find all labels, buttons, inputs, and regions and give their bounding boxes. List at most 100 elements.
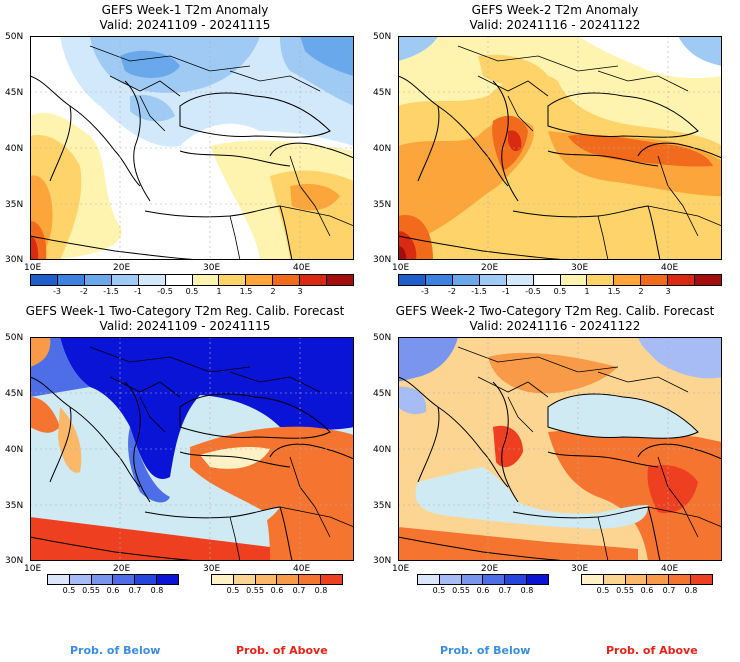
warm-anomaly-region	[508, 130, 522, 152]
prob-below-caption: Prob. of Below	[440, 644, 531, 657]
colorbar-swatch	[255, 575, 278, 584]
week1-anomaly-map	[30, 36, 354, 260]
cold-anomaly-region	[398, 36, 438, 61]
prob-above-colorbar	[581, 574, 713, 585]
colorbar-label: 0.5	[226, 586, 240, 595]
colorbar-swatch	[483, 575, 506, 584]
prob-above-colorbar-labels: 0.5 0.55 0.6 0.7 0.8	[211, 586, 343, 596]
panel-valid-dates: Valid: 20241109 - 20241115	[99, 319, 271, 333]
warm-anomaly-region	[398, 73, 722, 260]
colorbar-label: -3	[421, 287, 429, 296]
lat-tick-label: 45N	[373, 389, 392, 399]
colorbar-label: 0.8	[684, 586, 698, 595]
above-normal-region	[548, 429, 722, 561]
map-frame	[398, 36, 722, 260]
lon-tick-label: 30E	[571, 564, 589, 574]
colorbar-label: 0.5	[185, 287, 199, 296]
lon-tick-label: 40E	[661, 564, 679, 574]
lat-tick-label: 40N	[373, 445, 392, 455]
colorbar-label: 0.7	[292, 586, 306, 595]
lat-tick-label: 30N	[373, 556, 392, 566]
colorbar-swatch	[57, 275, 85, 285]
colorbar-swatch	[506, 275, 534, 285]
lon-tick-label: 10E	[24, 263, 42, 273]
panel-valid-dates: Valid: 20241116 - 20241122	[469, 319, 641, 333]
colorbar-swatch	[246, 275, 274, 285]
colorbar-label: 0.6	[640, 586, 654, 595]
colorbar-label: 0.5	[596, 586, 610, 595]
week2-probability-map	[398, 337, 722, 561]
above-normal-region	[30, 337, 51, 367]
lat-tick-label: 45N	[5, 88, 24, 98]
prob-above-colorbar	[211, 574, 343, 585]
colorbar-label: 1	[584, 287, 590, 296]
colorbar-swatch	[418, 575, 440, 584]
sea-overlay	[415, 467, 648, 529]
graticule	[398, 36, 722, 260]
colorbar-label: 0.8	[520, 586, 534, 595]
colorbar-label: -1.5	[103, 287, 119, 296]
lon-tick-label: 30E	[203, 263, 221, 273]
colorbar-swatch	[157, 575, 178, 584]
colorbar-label: 1	[216, 287, 222, 296]
lon-tick-label: 10E	[24, 564, 42, 574]
colorbar-label: -0.5	[157, 287, 173, 296]
prob-below-colorbar-labels: 0.5 0.55 0.6 0.7 0.8	[417, 586, 549, 596]
warm-anomaly-region	[30, 236, 39, 260]
lon-tick-label: 20E	[481, 263, 499, 273]
colorbar-swatch	[452, 275, 480, 285]
colorbar-label: 3	[297, 287, 303, 296]
anomaly-colorbar-labels: -3 -2 -1.5 -1 -0.5 0.5 1 1.5 2 3	[30, 287, 354, 297]
colorbar-swatch	[691, 575, 712, 584]
colorbar-swatch	[84, 275, 112, 285]
colorbar-swatch	[113, 575, 136, 584]
above-normal-region	[488, 352, 618, 394]
warm-anomaly-region	[290, 184, 340, 211]
colorbar-swatch	[277, 575, 300, 584]
colorbar-swatch	[233, 575, 256, 584]
below-normal-region	[60, 337, 354, 479]
cold-anomaly-region	[120, 50, 180, 78]
above-normal-region	[58, 407, 82, 473]
colorbar-label: 0.8	[150, 586, 164, 595]
colorbar-swatch	[165, 275, 193, 285]
graticule	[398, 337, 722, 561]
coastlines	[30, 376, 354, 561]
colorbar-swatch	[48, 575, 70, 584]
colorbar-swatch	[587, 275, 615, 285]
lat-tick-label: 45N	[373, 88, 392, 98]
colorbar-swatch	[321, 575, 342, 584]
colorbar-swatch	[425, 275, 453, 285]
prob-above-colorbar-labels: 0.5 0.55 0.6 0.7 0.8	[581, 586, 713, 596]
anomaly-colorbar	[398, 274, 722, 286]
lat-tick-label: 50N	[373, 32, 392, 42]
colorbar-swatch	[299, 575, 322, 584]
colorbar-swatch	[668, 275, 696, 285]
above-normal-region	[647, 465, 698, 514]
colorbar-swatch	[399, 275, 426, 285]
panel-title-line1: GEFS Week-2 T2m Anomaly	[471, 3, 639, 17]
week1-probability-map	[30, 337, 354, 561]
lon-tick-label: 40E	[661, 263, 679, 273]
prob-below-colorbar-labels: 0.5 0.55 0.6 0.7 0.8	[47, 586, 179, 596]
colorbar-label: 0.5	[432, 586, 446, 595]
colorbar-swatch	[192, 275, 220, 285]
above-normal-region	[493, 425, 523, 468]
colorbar-swatch	[273, 275, 301, 285]
cold-anomaly-region	[130, 94, 175, 122]
political-borders	[457, 45, 722, 260]
colorbar-label: 0.7	[662, 586, 676, 595]
lat-tick-label: 35N	[5, 200, 24, 210]
coastlines	[398, 75, 722, 260]
lat-tick-label: 40N	[373, 144, 392, 154]
lat-tick-label: 30N	[373, 255, 392, 265]
colorbar-label: 0.6	[106, 586, 120, 595]
panel-valid-dates: Valid: 20241109 - 20241115	[99, 18, 271, 32]
lat-tick-label: 30N	[5, 255, 24, 265]
lat-tick-label: 50N	[373, 333, 392, 343]
colorbar-label: 0.55	[616, 586, 634, 595]
political-borders	[89, 45, 354, 260]
colorbar-swatch	[138, 275, 166, 285]
colorbar-label: 2	[638, 287, 644, 296]
lat-tick-label: 35N	[373, 501, 392, 511]
